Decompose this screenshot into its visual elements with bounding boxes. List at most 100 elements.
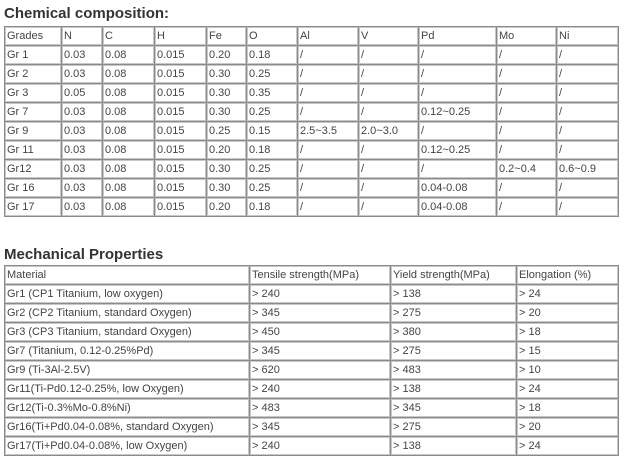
- mech-cell: > 20: [517, 418, 619, 437]
- chem-cell: /: [419, 122, 497, 141]
- chem-cell: Gr12: [5, 160, 62, 179]
- chem-row: Gr 16 0.03 0.08 0.015 0.30 0.25//0.04-0.08//: [5, 179, 619, 198]
- mech-row: Gr3 (CP3 Titanium, standard Oxygen) > 450…: [5, 323, 619, 342]
- mech-cell: > 24: [517, 437, 619, 456]
- chem-cell: /: [359, 141, 419, 160]
- chem-cell: /: [557, 65, 619, 84]
- mech-cell: Gr1 (CP1 Titanium, low oxygen): [5, 285, 250, 304]
- chem-cell: /: [359, 65, 419, 84]
- mech-cell: Gr12(Ti-0.3%Mo-0.8%Ni): [5, 399, 250, 418]
- chem-cell: /: [298, 65, 359, 84]
- mech-cell: > 20: [517, 304, 619, 323]
- mech-cell: > 10: [517, 361, 619, 380]
- chem-row: Gr 1 0.03 0.08 0.015 0.20 0.18// / / /: [5, 46, 619, 65]
- chem-header-cell: N: [62, 27, 103, 46]
- chem-cell: 0.015: [155, 122, 207, 141]
- chem-cell: /: [298, 46, 359, 65]
- mech-cell: > 18: [517, 399, 619, 418]
- chem-cell: 0.03: [62, 141, 103, 160]
- chem-cell: 0.30: [207, 160, 247, 179]
- chem-header-row: Grades N C H Fe O Al V Pd Mo Ni: [5, 27, 619, 46]
- mech-cell: > 450: [250, 323, 391, 342]
- chem-cell: 0.04-0.08: [419, 198, 497, 217]
- chem-cell: 0.08: [103, 65, 155, 84]
- chem-cell: 0.08: [103, 179, 155, 198]
- mech-cell: > 24: [517, 285, 619, 304]
- mech-cell: Gr3 (CP3 Titanium, standard Oxygen): [5, 323, 250, 342]
- chem-cell: 2.0~3.0: [359, 122, 419, 141]
- chem-row: Gr 2 0.03 0.08 0.015 0.30 0.25// / / /: [5, 65, 619, 84]
- chem-cell: /: [359, 179, 419, 198]
- chem-cell: /: [359, 160, 419, 179]
- chem-cell: 0.03: [62, 46, 103, 65]
- chem-cell: 0.03: [62, 65, 103, 84]
- chem-cell: 0.25: [207, 122, 247, 141]
- chem-cell: /: [557, 198, 619, 217]
- chem-cell: /: [298, 103, 359, 122]
- mech-cell: > 138: [391, 437, 517, 456]
- chem-cell: Gr 11: [5, 141, 62, 160]
- chem-cell: /: [359, 84, 419, 103]
- mech-header-row: Material Tensile strength(MPa) Yield stren…: [5, 266, 619, 285]
- mech-cell: > 620: [250, 361, 391, 380]
- chem-cell: /: [557, 122, 619, 141]
- chem-cell: /: [497, 198, 557, 217]
- chemical-composition-table: Grades N C H Fe O Al V Pd Mo Ni Gr 1 0.03 0.08 0.015 0.…: [4, 26, 619, 217]
- mech-row: Gr12(Ti-0.3%Mo-0.8%Ni) > 483 > 345 > 18: [5, 399, 619, 418]
- chem-cell: /: [497, 141, 557, 160]
- chem-cell: /: [557, 179, 619, 198]
- chem-cell: /: [497, 84, 557, 103]
- chem-cell: /: [497, 179, 557, 198]
- chem-cell: 0.20: [207, 46, 247, 65]
- chem-cell: /: [359, 198, 419, 217]
- chem-cell: 0.25: [247, 103, 298, 122]
- mech-cell: > 15: [517, 342, 619, 361]
- chem-cell: Gr 1: [5, 46, 62, 65]
- chem-cell: 0.015: [155, 65, 207, 84]
- mech-cell: > 483: [250, 399, 391, 418]
- mech-row: Gr1 (CP1 Titanium, low oxygen) > 240 > 138…: [5, 285, 619, 304]
- chem-cell: 0.12~0.25: [419, 141, 497, 160]
- mech-row: Gr9 (Ti-3Al-2.5V) > 620 > 483 > 10: [5, 361, 619, 380]
- chem-cell: 0.015: [155, 84, 207, 103]
- chem-cell: 0.30: [207, 103, 247, 122]
- chem-cell: /: [557, 84, 619, 103]
- chem-cell: 0.18: [247, 141, 298, 160]
- mech-cell: > 138: [391, 285, 517, 304]
- chem-cell: 2.5~3.5: [298, 122, 359, 141]
- mech-row: Gr11(Ti-Pd0.12-0.25%, low Oxygen) > 240 > …: [5, 380, 619, 399]
- chem-header-cell: C: [103, 27, 155, 46]
- chem-cell: 0.12~0.25: [419, 103, 497, 122]
- chem-header-cell: Fe: [207, 27, 247, 46]
- mech-header-cell: Yield strength(MPa): [391, 266, 517, 285]
- chem-cell: /: [298, 84, 359, 103]
- chem-cell: /: [419, 46, 497, 65]
- mech-header-cell: Tensile strength(MPa): [250, 266, 391, 285]
- chem-header-cell: Grades: [5, 27, 62, 46]
- mech-cell: > 345: [391, 399, 517, 418]
- chem-cell: 0.2~0.4: [497, 160, 557, 179]
- mechanical-properties-table: Material Tensile strength(MPa) Yield stren…: [4, 265, 619, 456]
- mech-cell: Gr2 (CP2 Titanium, standard Oxygen): [5, 304, 250, 323]
- chem-cell: /: [359, 46, 419, 65]
- chem-cell: Gr 16: [5, 179, 62, 198]
- chem-cell: Gr 9: [5, 122, 62, 141]
- chem-cell: /: [298, 198, 359, 217]
- chem-cell: 0.08: [103, 103, 155, 122]
- mech-cell: > 345: [250, 418, 391, 437]
- chem-cell: 0.015: [155, 160, 207, 179]
- mech-row: Gr2 (CP2 Titanium, standard Oxygen) > 345…: [5, 304, 619, 323]
- chem-header-cell: Al: [298, 27, 359, 46]
- chem-cell: /: [557, 103, 619, 122]
- chem-cell: 0.15: [247, 122, 298, 141]
- chem-cell: 0.03: [62, 122, 103, 141]
- mech-cell: Gr9 (Ti-3Al-2.5V): [5, 361, 250, 380]
- chem-cell: 0.30: [207, 84, 247, 103]
- chem-header-cell: O: [247, 27, 298, 46]
- chem-cell: 0.20: [207, 141, 247, 160]
- chem-cell: 0.35: [247, 84, 298, 103]
- mech-cell: Gr7 (Titanium, 0.12-0.25%Pd): [5, 342, 250, 361]
- chem-cell: 0.18: [247, 46, 298, 65]
- mech-cell: Gr17(Ti+Pd0.04-0.08%, low Oxygen): [5, 437, 250, 456]
- chem-cell: /: [419, 65, 497, 84]
